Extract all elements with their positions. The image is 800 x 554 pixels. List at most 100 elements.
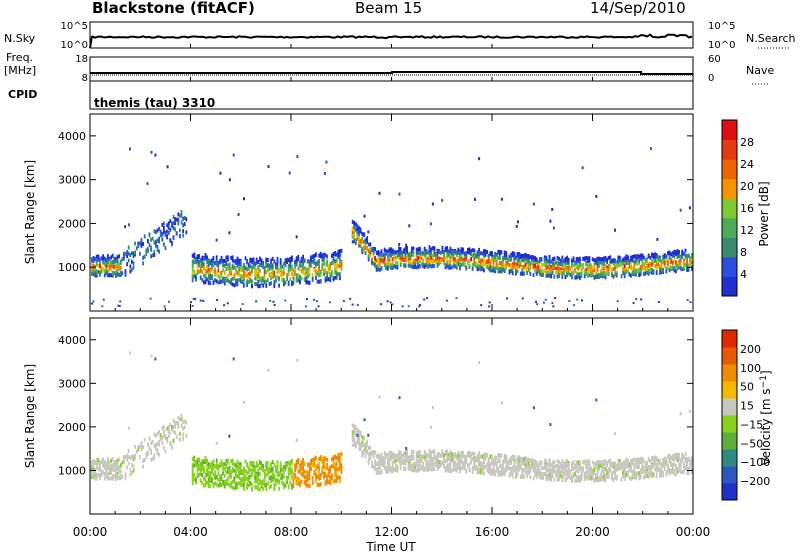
power-cell (331, 270, 333, 275)
power-cell (638, 267, 640, 272)
power-cell (579, 263, 581, 268)
velocity-cell (236, 481, 239, 486)
velocity-cell (619, 465, 621, 470)
power-noise-cell (216, 299, 219, 302)
power-cell (380, 253, 383, 258)
velocity-cell (244, 469, 247, 474)
velocity-cell (388, 459, 391, 463)
power-cell (631, 258, 634, 263)
velocity-cell (118, 457, 120, 462)
velocity-cell (228, 474, 231, 479)
velocity-cell (559, 465, 562, 470)
velocity-cell (556, 473, 559, 478)
velocity-cell (494, 469, 496, 474)
power-cell (171, 242, 173, 247)
velocity-cell (172, 438, 175, 443)
velocity-cell (487, 465, 490, 470)
velocity-cell (115, 469, 117, 474)
power-cell (662, 270, 664, 275)
power-cell (203, 256, 205, 261)
power-cell (251, 258, 253, 262)
velocity-cell (607, 459, 610, 464)
velocity-cell (116, 475, 119, 480)
power-cell (401, 256, 404, 261)
velocity-cell (430, 467, 432, 472)
velocity-cell (103, 461, 106, 466)
power-cell (198, 269, 200, 274)
velocity-cell (633, 463, 636, 468)
velocity-cell (278, 472, 280, 477)
power-noise-cell (296, 155, 299, 159)
velocity-cell (369, 445, 372, 450)
velocity-cell (446, 463, 448, 468)
power-cell (505, 261, 508, 266)
velocity-cell (444, 468, 447, 473)
velocity-cell (510, 458, 512, 463)
velocity-cell (102, 470, 104, 475)
power-cell (409, 263, 412, 268)
velocity-cell (531, 464, 533, 469)
power-cell (259, 275, 261, 280)
velocity-cell (158, 452, 160, 457)
power-cell (532, 255, 535, 260)
power-cell (299, 260, 301, 265)
power-cell (639, 270, 642, 275)
power-cell (398, 249, 400, 254)
velocity-cell (497, 466, 500, 471)
power-cell (388, 258, 391, 263)
velocity-cell (390, 453, 392, 458)
power-cell (439, 258, 442, 263)
velocity-cell (396, 453, 399, 458)
power-cell (577, 259, 580, 264)
velocity-cell (551, 463, 554, 468)
velocity-cell (387, 452, 389, 457)
power-cell (553, 265, 556, 270)
velocity-cell (505, 455, 508, 460)
velocity-cell (473, 465, 476, 470)
velocity-cell (361, 435, 364, 440)
velocity-cell (415, 468, 418, 473)
velocity-cell (198, 466, 200, 470)
power-cell (383, 260, 386, 265)
power-cell (238, 269, 240, 274)
velocity-cell (495, 456, 498, 461)
power-cell (387, 266, 389, 271)
velocity-cell (222, 480, 224, 484)
velocity-cell (540, 466, 543, 470)
velocity-cell (462, 453, 464, 458)
power-cell (395, 260, 397, 265)
velocity-cell (545, 458, 548, 463)
power-cell (340, 259, 343, 264)
power-cell (609, 264, 612, 269)
power-cell (556, 274, 559, 279)
velocity-cell (294, 472, 296, 477)
velocity-cell (271, 467, 274, 472)
velocity-cell (287, 485, 290, 490)
velocity-cell (265, 467, 268, 472)
power-cell (531, 261, 533, 266)
velocity-cell (236, 459, 239, 464)
velocity-cell (279, 461, 282, 466)
velocity-cell (417, 459, 420, 464)
velocity-cell (183, 419, 186, 424)
velocity-cell (163, 429, 165, 434)
power-cell (601, 265, 604, 270)
velocity-cell (425, 453, 428, 458)
power-cell (427, 264, 429, 269)
velocity-cell (310, 467, 312, 471)
velocity-cell (324, 456, 327, 461)
power-cell (502, 256, 504, 261)
velocity-cell (215, 465, 218, 470)
velocity-cell (601, 460, 604, 465)
power-cell (147, 248, 149, 253)
velocity-cell (233, 462, 236, 467)
velocity-cell (355, 444, 357, 449)
velocity-cell (556, 466, 559, 471)
velocity-cell (230, 474, 232, 479)
power-cell (553, 274, 556, 279)
velocity-cell (537, 472, 540, 477)
power-cell (515, 271, 517, 276)
power-cell (462, 247, 464, 252)
velocity-cell (199, 478, 202, 483)
